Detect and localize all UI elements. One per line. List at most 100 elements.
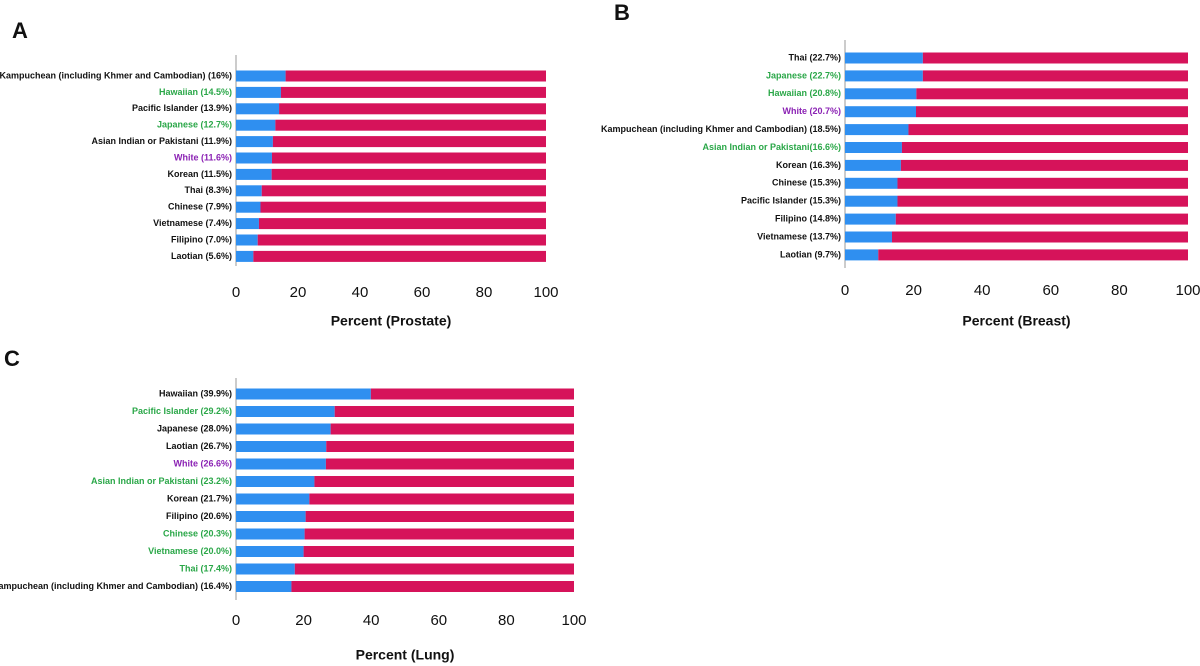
x-tick-label: 80: [476, 284, 493, 301]
category-label: Chinese (15.3%): [772, 178, 841, 188]
category-label: Asian Indian or Pakistani(16.6%): [702, 142, 841, 152]
x-tick-label: 100: [533, 284, 558, 301]
bar-segment: [900, 159, 1188, 171]
bar-segment: [326, 441, 574, 452]
bar-segment: [922, 52, 1188, 64]
bar-segment: [845, 88, 917, 100]
bar-segment: [845, 159, 901, 171]
bar-segment: [236, 201, 261, 213]
category-label: Pacific Islander (15.3%): [741, 196, 841, 206]
bar-segment: [236, 563, 295, 575]
bar-segment: [845, 249, 879, 261]
category-label: White (20.7%): [782, 106, 841, 116]
category-label: Vietnamese (20.0%): [148, 546, 232, 556]
category-label: Pacific Islander (29.2%): [132, 406, 232, 416]
x-tick-label: 60: [1042, 282, 1059, 299]
x-axis-label: Percent (Lung): [356, 647, 455, 663]
category-label: Vietnamese (7.4%): [153, 218, 232, 228]
x-tick-label: 60: [430, 612, 447, 629]
x-tick-label: 0: [232, 612, 240, 629]
bar-segment: [236, 218, 259, 230]
category-label: Japanese (22.7%): [766, 70, 841, 80]
bar-segment: [236, 234, 258, 246]
bar-segment: [236, 511, 306, 522]
bar-segment: [845, 142, 902, 153]
bar-segment: [895, 213, 1188, 225]
bar-segment: [897, 177, 1188, 189]
category-label: Hawaiian (14.5%): [159, 87, 232, 97]
bar-segment: [334, 406, 574, 417]
category-label: Vietnamese (13.7%): [757, 231, 841, 241]
category-label: Kampuchean (including Khmer and Cambodia…: [601, 124, 841, 134]
category-label: Laotian (5.6%): [171, 251, 232, 261]
bar-segment: [845, 70, 923, 82]
bar-segment: [294, 563, 574, 575]
bar-segment: [305, 511, 574, 522]
panel-letter: B: [614, 0, 630, 25]
category-label: Korean (16.3%): [776, 160, 841, 170]
category-label: Korean (21.7%): [167, 493, 232, 503]
bar-segment: [279, 103, 546, 115]
bar-segment: [236, 185, 262, 197]
bar-segment: [257, 234, 546, 246]
bar-segment: [916, 106, 1188, 118]
bar-segment: [285, 70, 546, 82]
bar-segment: [271, 168, 546, 180]
bar-segment: [236, 136, 273, 148]
bar-segment: [236, 406, 335, 417]
bar-segment: [236, 546, 304, 557]
category-label: Laotian (9.7%): [780, 249, 841, 259]
bar-segment: [314, 476, 574, 487]
x-axis-label: Percent (Prostate): [331, 313, 452, 329]
bar-segment: [272, 136, 546, 148]
bar-segment: [236, 388, 371, 400]
bar-segment: [236, 493, 310, 505]
x-tick-label: 20: [290, 284, 307, 301]
bar-segment: [303, 546, 574, 557]
x-tick-label: 40: [352, 284, 369, 301]
bar-segment: [236, 441, 327, 452]
category-label: White (11.6%): [174, 152, 232, 162]
category-label: Asian Indian or Pakistani (11.9%): [91, 136, 232, 146]
bar-segment: [236, 528, 305, 540]
bar-segment: [922, 70, 1188, 82]
category-label: Thai (8.3%): [184, 185, 232, 195]
bar-segment: [236, 103, 280, 115]
bar-segment: [845, 195, 898, 207]
x-axis-label: Percent (Breast): [962, 313, 1070, 329]
bar-segment: [236, 423, 331, 435]
bar-segment: [236, 70, 286, 82]
x-tick-label: 40: [974, 282, 991, 299]
bar-segment: [901, 142, 1188, 153]
bar-segment: [897, 195, 1188, 207]
bar-segment: [260, 201, 546, 213]
category-label: Asian Indian or Pakistani (23.2%): [91, 476, 232, 486]
x-tick-label: 80: [1111, 282, 1128, 299]
category-label: Kampuchean (including Khmer and Cambodia…: [0, 581, 232, 591]
bar-segment: [236, 458, 326, 470]
x-tick-label: 100: [1175, 282, 1200, 299]
bar-segment: [236, 86, 281, 98]
bar-segment: [916, 88, 1188, 100]
category-label: Thai (22.7%): [788, 52, 841, 62]
category-label: Filipino (20.6%): [166, 511, 232, 521]
category-label: White (26.6%): [173, 458, 232, 468]
x-tick-label: 100: [561, 612, 586, 629]
bar-segment: [908, 124, 1188, 136]
bar-segment: [236, 581, 292, 592]
bar-segment: [878, 249, 1188, 261]
bar-segment: [236, 168, 272, 180]
bar-segment: [253, 250, 547, 262]
bar-segment: [236, 152, 272, 164]
x-tick-label: 20: [295, 612, 312, 629]
category-label: Hawaiian (39.9%): [159, 388, 232, 398]
x-tick-label: 20: [905, 282, 922, 299]
category-label: Pacific Islander (13.9%): [132, 103, 232, 113]
bar-segment: [370, 388, 574, 400]
panel-letter: A: [12, 18, 28, 43]
bar-segment: [325, 458, 574, 470]
category-label: Thai (17.4%): [179, 563, 232, 573]
bar-segment: [236, 476, 315, 487]
bar-segment: [236, 119, 276, 131]
